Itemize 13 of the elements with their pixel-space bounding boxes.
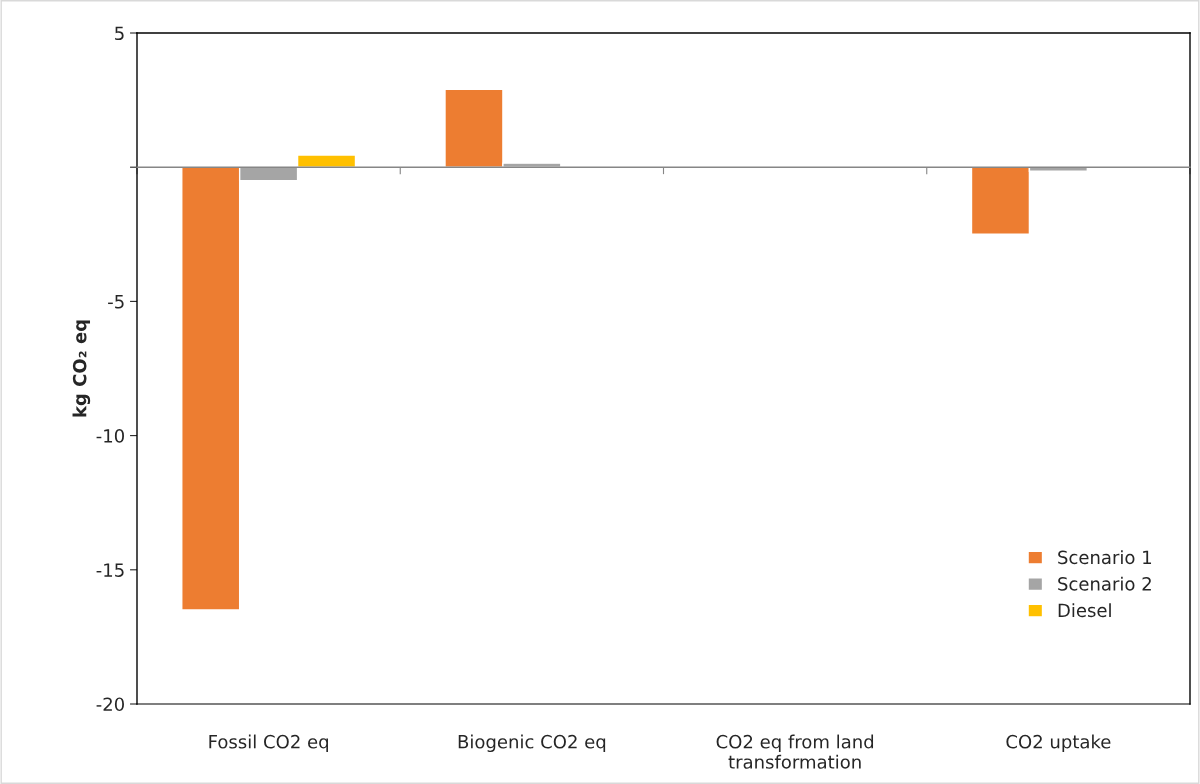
x-tick-label: CO2 eq from land transformation [716,734,874,769]
y-tick-label: -5 [108,295,124,309]
y-tick-label: 5 [115,26,124,41]
x-tick-label: CO2 uptake [1006,734,1111,753]
x-tick-label: Biogenic CO2 eq [458,734,606,753]
legend-label: Diesel [1058,603,1111,618]
y-axis-title: kg CO₂ eq [72,320,91,417]
y-tick-label: -10 [96,429,124,443]
y-tick-label: -15 [96,563,124,577]
y-tick-label: -20 [96,697,124,712]
legend-label: Scenario 2 [1058,576,1151,591]
legend-label: Scenario 1 [1058,550,1152,565]
x-tick-label: Fossil CO2 eq [209,734,328,753]
